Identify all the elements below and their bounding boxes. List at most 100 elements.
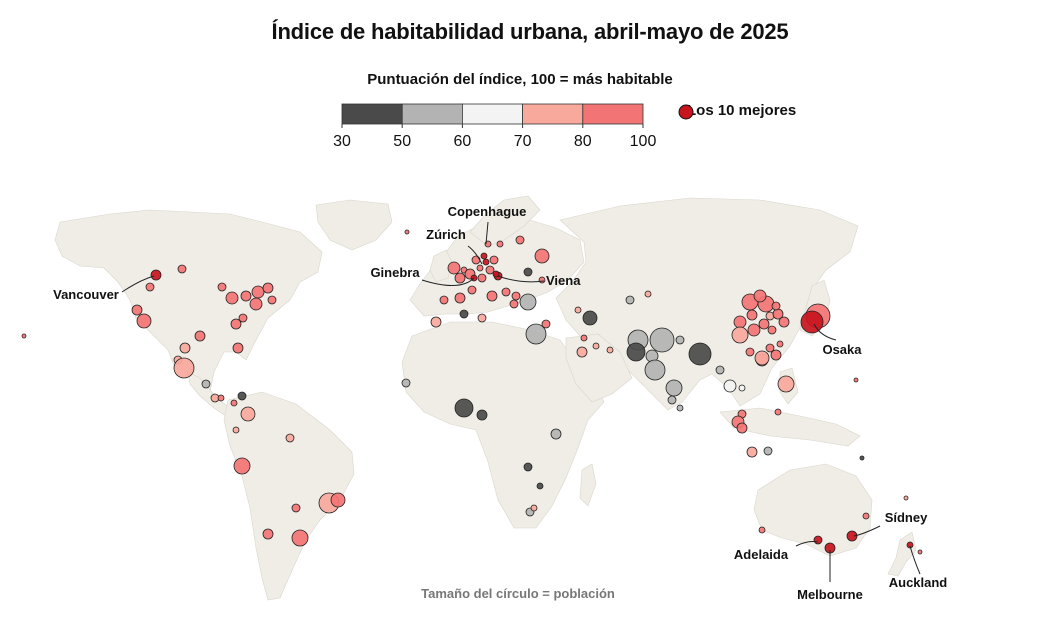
- city-bubble: [145, 282, 155, 292]
- city-bubble: [644, 359, 666, 381]
- city-bubble: [232, 426, 240, 434]
- city-bubble: [763, 446, 773, 456]
- city-bubble: [538, 276, 546, 284]
- city-bubble-top10: [846, 530, 858, 542]
- city-bubble-top10: [813, 535, 823, 545]
- size-note: Tamaño del círculo = población: [421, 586, 615, 601]
- city-bubble: [541, 319, 551, 329]
- city-bubble: [758, 318, 770, 330]
- legend-bin-60-70: [461, 103, 523, 125]
- city-bubble-top10: [482, 258, 490, 266]
- city-bubble: [404, 229, 410, 235]
- city-bubble: [736, 422, 748, 434]
- legend-tick-labels: 30 50 60 70 80 100: [333, 124, 656, 150]
- city-label: Vancouver: [53, 287, 119, 302]
- chart-title: Índice de habitabilidad urbana, abril-ma…: [271, 19, 789, 44]
- label-leader-lines: [121, 221, 921, 582]
- legend-tick-label: 60: [454, 133, 472, 150]
- city-bubble: [262, 282, 274, 294]
- city-bubble: [509, 299, 519, 309]
- city-bubble: [580, 334, 588, 342]
- city-bubble: [447, 261, 461, 275]
- legend-top10-label: Los 10 mejores: [687, 102, 797, 119]
- city-bubble: [267, 295, 277, 305]
- legend-top10-marker: [678, 104, 694, 120]
- city-bubble: [903, 495, 909, 501]
- city-bubble: [530, 504, 538, 512]
- city-bubble-top10: [150, 269, 162, 281]
- city-bubble: [467, 285, 477, 295]
- city-bubble: [758, 526, 766, 534]
- legend-color-bar: [341, 103, 644, 125]
- city-label: Ginebra: [370, 265, 420, 280]
- city-bubble: [201, 379, 211, 389]
- city-bubble: [401, 378, 411, 388]
- city-bubble: [733, 315, 747, 329]
- land-uk: [429, 249, 453, 283]
- city-bubble: [606, 346, 614, 354]
- city-bubble: [454, 398, 474, 418]
- city-bubble: [523, 267, 533, 277]
- city-bubble: [731, 326, 749, 344]
- land-australia: [753, 463, 873, 557]
- city-bubble: [459, 309, 469, 319]
- city-bubble: [240, 406, 256, 422]
- land-europe: [409, 219, 585, 317]
- leader-line: [795, 541, 819, 547]
- city-bubble: [550, 428, 562, 440]
- city-bubble: [240, 290, 252, 302]
- city-bubble: [496, 240, 504, 248]
- city-bubble: [194, 330, 206, 342]
- city-bubble: [471, 255, 481, 265]
- city-bubble: [745, 347, 755, 357]
- city-label: Sídney: [885, 510, 928, 525]
- legend-bin-80-100: [582, 103, 644, 125]
- legend-tick-label: 50: [393, 133, 411, 150]
- city-bubble: [665, 379, 683, 397]
- legend-tick-label: 30: [333, 133, 351, 150]
- city-bubble: [173, 357, 195, 379]
- city-bubble: [454, 292, 466, 304]
- leader-line: [467, 245, 483, 265]
- city-bubble: [476, 264, 484, 272]
- city-bubble: [770, 349, 782, 361]
- city-bubble: [767, 325, 777, 335]
- city-bubble: [592, 342, 600, 350]
- city-bubble: [625, 295, 635, 305]
- city-bubble: [177, 264, 187, 274]
- city-bubble: [859, 455, 865, 461]
- city-bubble: [249, 297, 263, 311]
- city-label: Copenhague: [448, 204, 527, 219]
- city-bubble: [688, 342, 712, 366]
- city-bubble: [738, 384, 746, 392]
- city-bubble: [765, 343, 775, 353]
- city-bubble: [777, 375, 795, 393]
- legend-bin-30-50: [341, 103, 403, 125]
- city-bubble: [576, 346, 588, 358]
- leader-line: [485, 221, 489, 245]
- land-new-zealand: [887, 531, 917, 577]
- city-bubble: [285, 433, 295, 443]
- city-bubble-top10: [800, 310, 824, 334]
- city-bubble: [747, 323, 761, 337]
- city-bubble: [511, 291, 521, 301]
- city-bubble: [454, 272, 466, 284]
- city-bubble: [746, 309, 758, 321]
- leader-line: [497, 275, 545, 283]
- legend-bin-70-80: [522, 103, 584, 125]
- city-labels: Copenhague Zúrich Ginebra Viena Vancouver Osa…: [53, 204, 947, 602]
- leader-line: [813, 323, 837, 341]
- city-bubble: [771, 301, 781, 311]
- city-bubble: [644, 290, 652, 298]
- city-bubble: [715, 365, 725, 375]
- city-bubble: [853, 377, 859, 383]
- legend-bin-50-60: [401, 103, 463, 125]
- city-bubble: [230, 399, 238, 407]
- city-bubble: [477, 313, 487, 323]
- city-label: Osaka: [822, 342, 862, 357]
- city-bubble: [525, 323, 547, 345]
- city-bubble: [778, 316, 790, 328]
- leader-line: [421, 277, 475, 286]
- city-bubbles: [21, 229, 923, 555]
- city-bubble: [582, 310, 598, 326]
